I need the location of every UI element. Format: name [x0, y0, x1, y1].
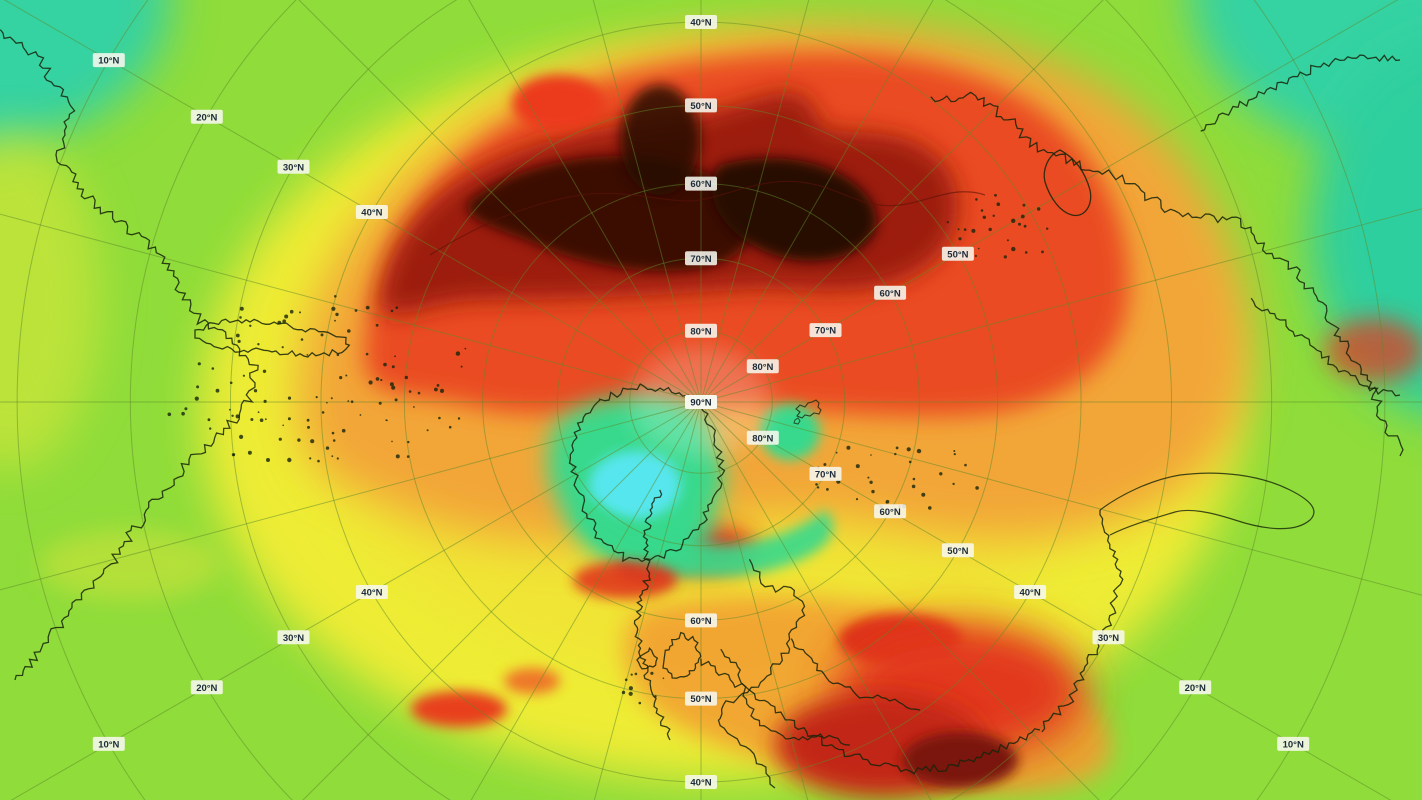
svg-text:70°N: 70°N — [690, 254, 711, 265]
svg-text:60°N: 60°N — [690, 616, 711, 627]
svg-text:30°N: 30°N — [283, 633, 304, 644]
svg-text:50°N: 50°N — [947, 546, 968, 557]
svg-text:40°N: 40°N — [1019, 588, 1040, 599]
svg-text:10°N: 10°N — [98, 56, 119, 67]
svg-text:80°N: 80°N — [752, 433, 773, 444]
svg-text:40°N: 40°N — [361, 588, 382, 599]
svg-text:30°N: 30°N — [1098, 633, 1119, 644]
svg-text:30°N: 30°N — [283, 162, 304, 173]
svg-text:10°N: 10°N — [98, 740, 119, 751]
svg-text:50°N: 50°N — [947, 249, 968, 260]
svg-text:70°N: 70°N — [815, 470, 836, 481]
svg-text:50°N: 50°N — [690, 694, 711, 705]
svg-text:20°N: 20°N — [196, 112, 217, 123]
svg-text:80°N: 80°N — [690, 326, 711, 337]
svg-text:40°N: 40°N — [690, 18, 711, 29]
svg-text:60°N: 60°N — [879, 288, 900, 299]
svg-text:90°N: 90°N — [690, 398, 711, 409]
svg-text:40°N: 40°N — [690, 778, 711, 789]
svg-text:10°N: 10°N — [1283, 740, 1304, 751]
svg-text:80°N: 80°N — [752, 362, 773, 373]
svg-text:60°N: 60°N — [690, 179, 711, 190]
svg-text:70°N: 70°N — [815, 326, 836, 337]
svg-text:40°N: 40°N — [361, 208, 382, 219]
svg-text:50°N: 50°N — [690, 101, 711, 112]
svg-text:20°N: 20°N — [196, 683, 217, 694]
svg-text:20°N: 20°N — [1185, 683, 1206, 694]
svg-text:60°N: 60°N — [879, 507, 900, 518]
